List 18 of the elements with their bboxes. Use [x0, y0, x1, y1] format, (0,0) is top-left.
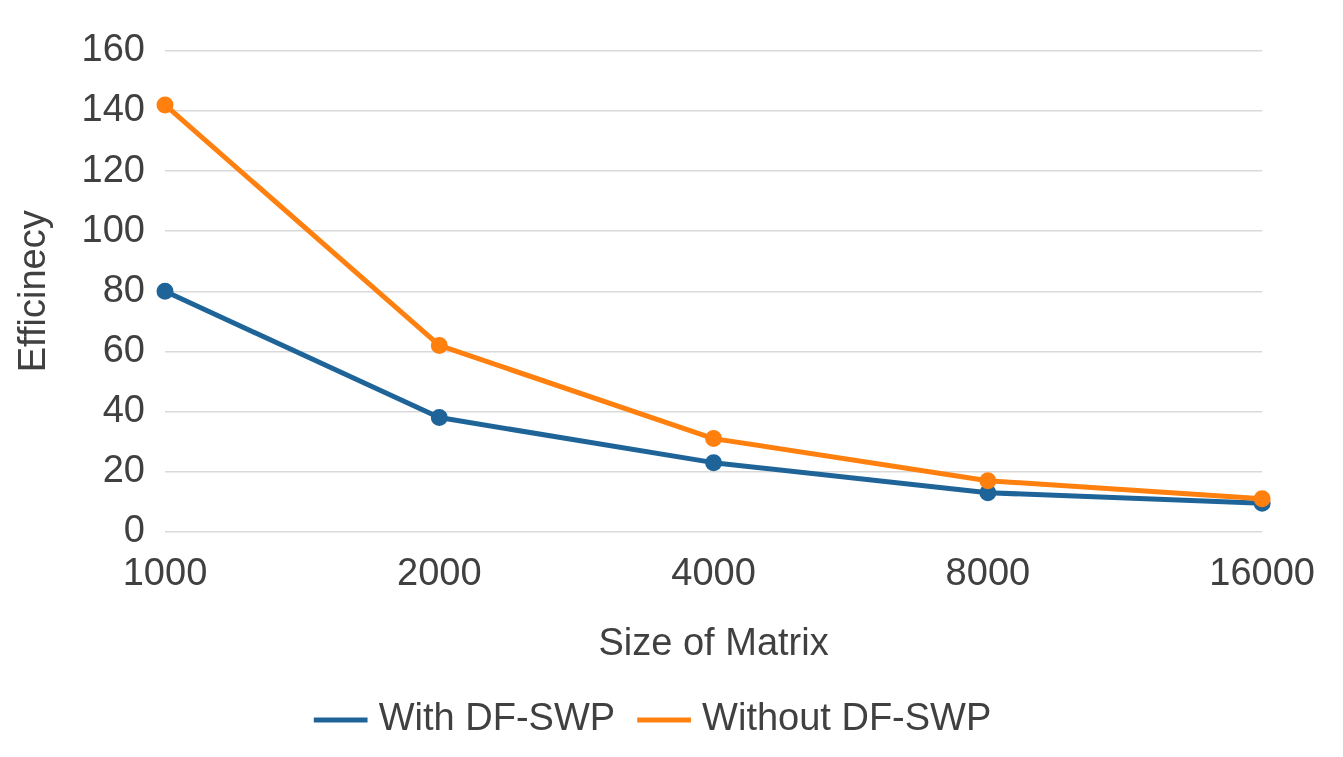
y-tick-label: 0 [123, 508, 145, 551]
x-axis-title: Size of Matrix [598, 620, 829, 663]
x-tick-label: 8000 [945, 551, 1031, 594]
y-tick-label: 160 [81, 27, 145, 70]
y-tick-label: 60 [102, 327, 145, 370]
legend-label: With DF-SWP [378, 696, 616, 739]
x-tick-label: 4000 [671, 551, 756, 594]
y-tick-label: 120 [81, 147, 145, 190]
y-tick-label: 100 [81, 207, 145, 250]
y-tick-label: 80 [102, 267, 145, 310]
y-tick-label: 20 [102, 448, 145, 491]
legend-label: Without DF-SWP [702, 696, 992, 739]
y-tick-label: 40 [102, 388, 145, 431]
x-tick-label: 2000 [397, 551, 482, 594]
y-axis-title: Efficinecy [11, 210, 54, 373]
x-tick-label: 16000 [1209, 551, 1315, 594]
x-tick-label: 1000 [122, 551, 208, 594]
y-tick-label: 140 [81, 87, 145, 130]
